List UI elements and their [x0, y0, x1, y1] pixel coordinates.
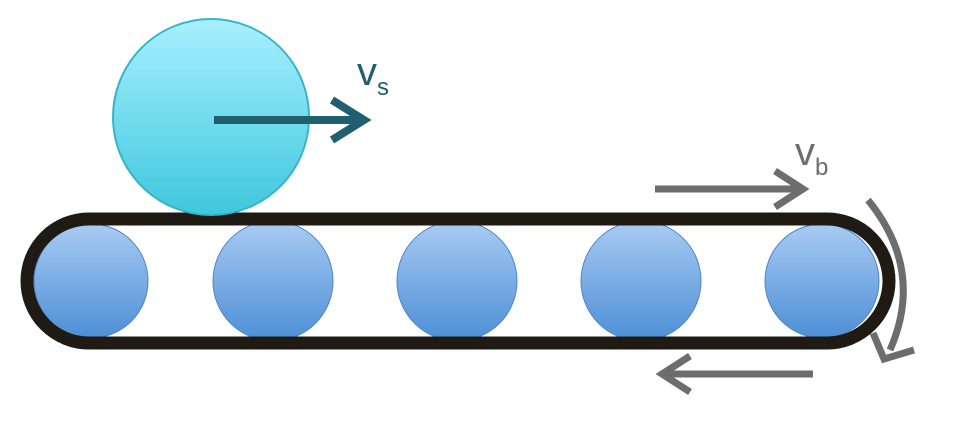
sphere-velocity-arrow [214, 96, 372, 144]
belt-velocity-arrow [655, 168, 810, 210]
sphere-velocity-subscript: s [377, 74, 389, 101]
belt-velocity-label: vb [795, 130, 828, 181]
sphere-velocity-symbol: v [357, 50, 377, 94]
belt-velocity-subscript: b [815, 154, 828, 181]
roller-5 [764, 223, 880, 339]
roller-3 [396, 220, 518, 342]
curved-rotation-arrow [865, 197, 916, 364]
belt-velocity-symbol: v [795, 130, 815, 174]
roller-4 [580, 220, 702, 342]
roller-2 [212, 220, 334, 342]
return-arrow [655, 353, 813, 395]
rollers [33, 220, 880, 342]
conveyor-belt [20, 212, 896, 350]
roller-1 [33, 223, 149, 339]
sphere-velocity-label: vs [357, 50, 389, 101]
